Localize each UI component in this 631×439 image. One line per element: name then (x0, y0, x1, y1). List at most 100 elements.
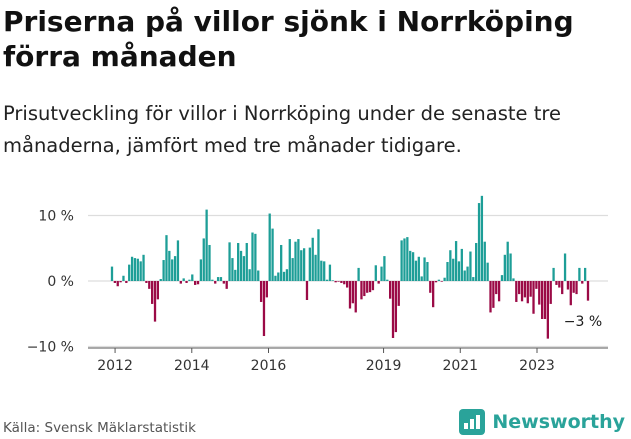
bar (354, 281, 357, 313)
y-axis: 10 % 0 % −10 % (27, 209, 74, 356)
bar (581, 281, 584, 284)
bar (151, 281, 154, 304)
bar (518, 281, 521, 295)
y-tick-label: 0 % (47, 274, 74, 290)
bar (231, 258, 234, 281)
bar (409, 250, 412, 281)
bar (449, 250, 452, 281)
last-value-annotation: −3 % (564, 314, 602, 330)
bar (196, 281, 200, 285)
bar (343, 281, 346, 285)
bar (159, 279, 162, 281)
bar (242, 256, 246, 281)
bar (328, 264, 332, 282)
bar (254, 233, 257, 281)
bar (523, 281, 527, 298)
bar (400, 240, 403, 281)
bar (417, 256, 420, 281)
brand-name: Newsworthy (492, 411, 625, 433)
bar (357, 267, 360, 281)
bar (543, 281, 547, 319)
bar (578, 267, 581, 281)
bar (280, 244, 283, 281)
bar (563, 253, 567, 281)
bar (569, 281, 572, 306)
bar (486, 262, 489, 281)
bar (515, 281, 518, 302)
bar (432, 281, 435, 308)
bar (122, 275, 125, 281)
bar (257, 270, 260, 281)
bar (552, 267, 555, 281)
bar (397, 281, 400, 306)
bar (188, 279, 191, 281)
chart-title: Priserna på villor sjönk i Norrköping fö… (3, 5, 574, 73)
bar (483, 241, 486, 281)
bar (153, 281, 157, 322)
bar (434, 281, 438, 283)
bar (337, 281, 340, 282)
bar (532, 281, 535, 314)
bar (331, 280, 334, 281)
bar (225, 281, 228, 289)
bar (285, 269, 289, 281)
bar (334, 281, 337, 283)
bar (389, 281, 392, 299)
bar (268, 213, 271, 281)
bar (558, 281, 561, 288)
bar (113, 281, 117, 283)
bar (566, 281, 570, 290)
bar (262, 281, 266, 337)
bar (139, 261, 142, 281)
bar (466, 266, 469, 281)
bar (308, 247, 311, 281)
bar (205, 209, 208, 281)
bar (234, 269, 237, 281)
newsworthy-logo[interactable]: Newsworthy (459, 406, 625, 438)
x-tick-label: 2014 (174, 358, 210, 374)
bar (575, 281, 578, 295)
bar (503, 254, 506, 281)
bar (323, 261, 326, 281)
bar (248, 269, 251, 281)
bar (506, 241, 509, 281)
bar (142, 254, 145, 281)
bar (446, 262, 449, 281)
bar (173, 256, 177, 281)
bar (348, 281, 352, 309)
bar (549, 281, 552, 304)
bar (509, 253, 512, 281)
bar (110, 266, 114, 281)
bar (125, 281, 128, 283)
source-note: Källa: Svensk Mäklarstatistik (3, 420, 196, 436)
bar (457, 261, 461, 281)
bar (426, 262, 429, 281)
bar (420, 276, 423, 281)
bar (294, 241, 297, 281)
bar (583, 267, 587, 281)
bar (245, 243, 248, 281)
bar (460, 248, 463, 281)
bar (363, 281, 366, 297)
bar (239, 250, 243, 281)
bar (512, 278, 515, 281)
bar (535, 281, 538, 289)
bar (222, 281, 225, 284)
bar (540, 281, 544, 319)
bar (133, 258, 137, 281)
bar-series (110, 195, 590, 339)
bar (371, 281, 375, 291)
bar (202, 238, 205, 281)
bar (214, 281, 217, 284)
bar (529, 281, 532, 297)
bar (300, 250, 303, 281)
x-tick-label: 2019 (366, 358, 402, 374)
bar (171, 259, 174, 281)
x-tick-label: 2016 (251, 358, 287, 374)
bar (274, 275, 277, 281)
bar-chart: 10 % 0 % −10 % 2012 2014 2016 2019 2021 2023 −3… (27, 195, 608, 374)
bar (259, 281, 263, 302)
x-tick-label: 2012 (97, 358, 133, 374)
bar (116, 281, 119, 287)
bar (440, 281, 443, 282)
